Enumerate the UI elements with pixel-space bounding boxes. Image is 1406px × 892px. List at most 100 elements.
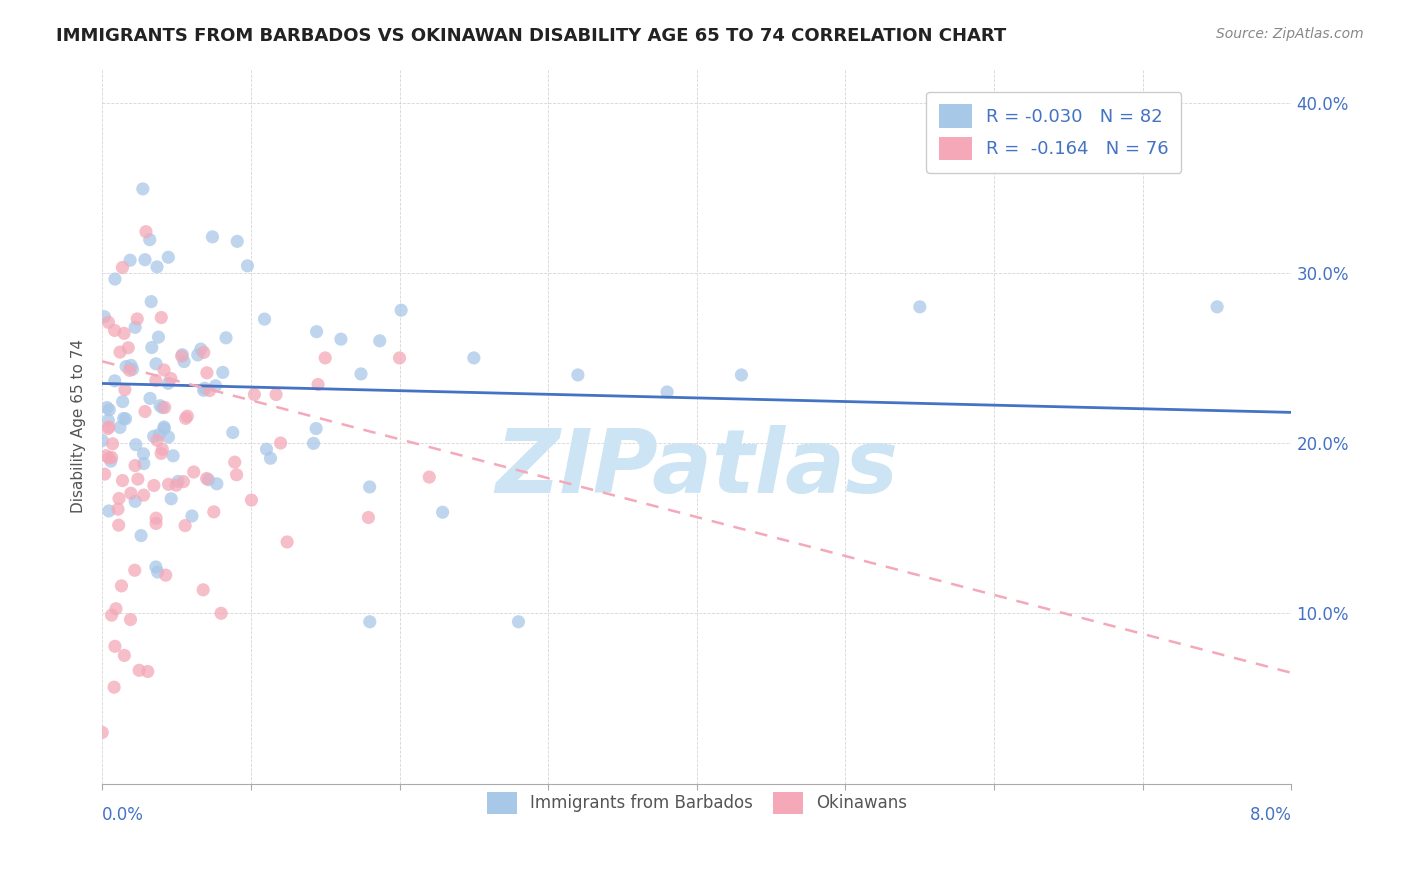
Point: [187, 348, 209, 362]
Point: [108, 345, 131, 359]
Point: [117, 341, 139, 355]
Point: [508, 615, 530, 629]
Point: [357, 510, 380, 524]
Point: [253, 312, 276, 326]
Point: [202, 505, 225, 519]
Point: [107, 502, 129, 516]
Point: [142, 478, 165, 492]
Point: [104, 272, 127, 286]
Point: [121, 362, 143, 376]
Point: [194, 381, 217, 395]
Point: [148, 427, 170, 442]
Point: [198, 384, 221, 398]
Point: [256, 442, 278, 457]
Point: [100, 454, 122, 468]
Point: [432, 505, 454, 519]
Point: [146, 565, 169, 579]
Point: [145, 560, 167, 574]
Point: [148, 330, 170, 344]
Point: [115, 359, 138, 374]
Point: [110, 579, 132, 593]
Point: [100, 450, 122, 465]
Point: [107, 518, 129, 533]
Point: [101, 437, 124, 451]
Point: [145, 357, 167, 371]
Point: [655, 384, 678, 399]
Point: [157, 477, 180, 491]
Point: [146, 434, 169, 448]
Point: [215, 331, 238, 345]
Point: [389, 303, 412, 318]
Point: [97, 450, 120, 465]
Point: [141, 341, 163, 355]
Point: [139, 392, 162, 406]
Point: [276, 535, 298, 549]
Point: [127, 312, 149, 326]
Point: [264, 387, 287, 401]
Text: ZIPatlas: ZIPatlas: [495, 425, 898, 512]
Point: [145, 516, 167, 531]
Point: [120, 486, 142, 500]
Point: [153, 420, 176, 434]
Text: 0.0%: 0.0%: [103, 806, 143, 824]
Point: [174, 411, 197, 425]
Legend: Immigrants from Barbados, Okinawans: Immigrants from Barbados, Okinawans: [475, 780, 918, 825]
Point: [127, 472, 149, 486]
Point: [153, 363, 176, 377]
Point: [132, 488, 155, 502]
Point: [302, 436, 325, 450]
Point: [112, 648, 135, 663]
Point: [201, 230, 224, 244]
Point: [150, 310, 173, 325]
Point: [305, 325, 328, 339]
Point: [195, 366, 218, 380]
Point: [112, 411, 135, 425]
Point: [209, 607, 232, 621]
Point: [91, 434, 114, 448]
Point: [152, 401, 174, 415]
Point: [183, 465, 205, 479]
Text: Source: ZipAtlas.com: Source: ZipAtlas.com: [1216, 27, 1364, 41]
Point: [176, 409, 198, 424]
Point: [94, 449, 117, 463]
Point: [120, 359, 142, 373]
Point: [124, 320, 146, 334]
Point: [108, 420, 131, 434]
Point: [157, 250, 180, 264]
Point: [120, 253, 142, 268]
Point: [104, 640, 127, 654]
Text: 8.0%: 8.0%: [1250, 806, 1292, 824]
Point: [91, 725, 114, 739]
Point: [118, 363, 141, 377]
Point: [160, 371, 183, 385]
Point: [204, 379, 226, 393]
Point: [104, 601, 127, 615]
Point: [146, 260, 169, 274]
Point: [191, 582, 214, 597]
Point: [104, 374, 127, 388]
Point: [153, 421, 176, 435]
Point: [359, 615, 381, 629]
Point: [97, 504, 120, 518]
Point: [103, 680, 125, 694]
Point: [150, 442, 173, 457]
Point: [307, 377, 329, 392]
Point: [100, 608, 122, 623]
Point: [128, 663, 150, 677]
Point: [132, 447, 155, 461]
Point: [98, 402, 121, 417]
Point: [93, 467, 115, 482]
Point: [172, 475, 194, 489]
Point: [114, 383, 136, 397]
Point: [165, 478, 187, 492]
Point: [136, 665, 159, 679]
Point: [193, 384, 215, 398]
Point: [1206, 300, 1229, 314]
Point: [129, 528, 152, 542]
Point: [145, 374, 167, 388]
Point: [142, 429, 165, 443]
Point: [197, 473, 219, 487]
Point: [104, 323, 127, 337]
Point: [368, 334, 391, 348]
Point: [350, 367, 373, 381]
